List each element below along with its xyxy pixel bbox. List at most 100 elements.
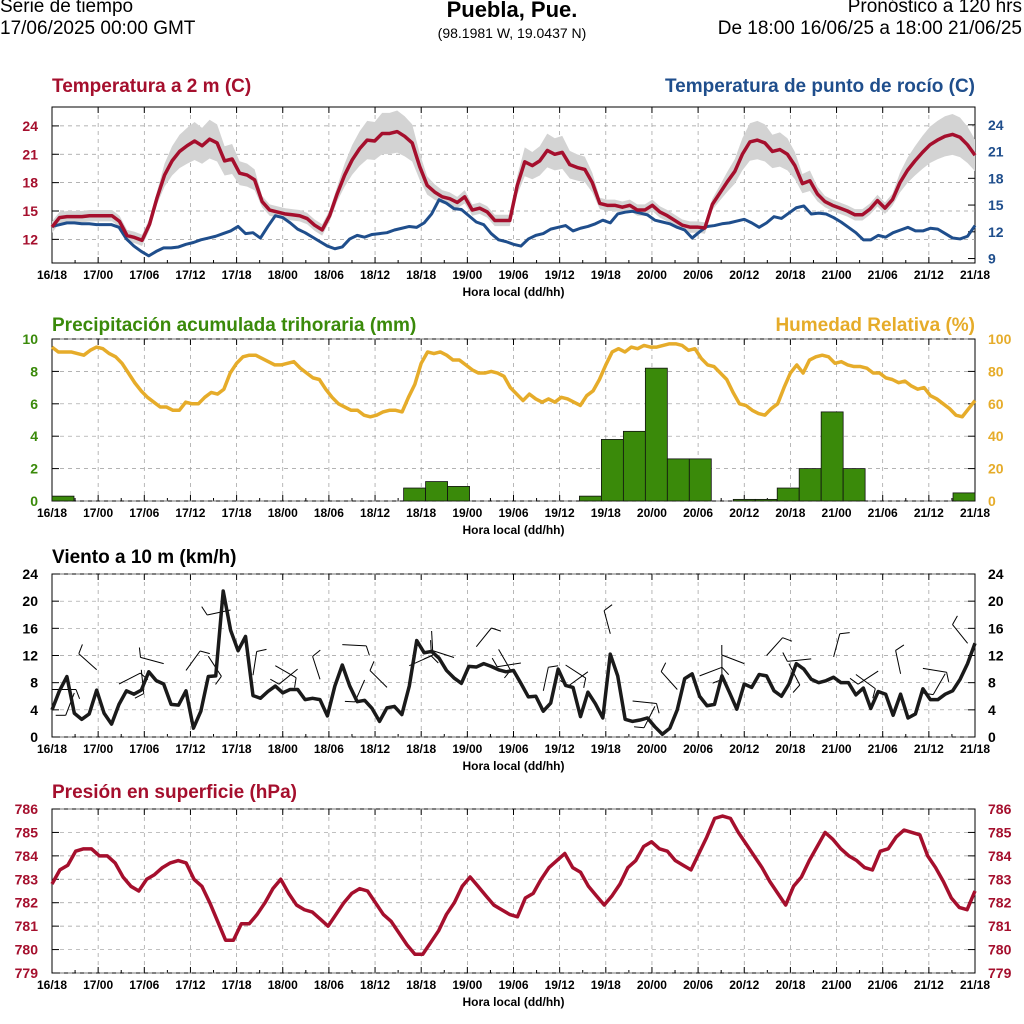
x-tick-label: 19/12 [545,742,575,756]
wind-barb-flag [721,666,730,676]
wind-barb [312,656,321,680]
wind-barb [643,706,656,729]
wind-barb-flag [656,703,660,714]
y-tick-label-wind-right: 0 [988,729,996,745]
x-tick-label: 21/00 [822,506,852,520]
y-tick-label-temp: 12 [22,231,38,247]
y-tick-label-wind: 20 [22,593,38,609]
wind-barb [430,649,455,658]
wind-barb [660,671,678,690]
wind-barb-flag [782,652,788,662]
temperature-spread-band [52,110,975,246]
precip-bar [601,439,624,502]
y-tick-label-dew: 21 [988,144,1004,160]
wind-barb [632,700,657,704]
x-tick-label: 17/12 [175,268,205,282]
wind-barb [278,668,298,685]
x-tick-label: 21/18 [960,506,990,520]
x-tick-label: 18/00 [268,742,298,756]
precip-bar [952,492,976,502]
x-tick-label: 20/06 [683,742,713,756]
wind-barb [342,644,367,647]
wind-barb [118,672,141,685]
wind-barb-flag [603,604,613,612]
y-tick-label-pressure: 785 [15,824,39,840]
y-tick-label-pressure: 780 [15,942,39,958]
wind-barb-flag [344,700,355,703]
y-tick-label-pressure-right: 785 [988,824,1012,840]
x-tick-label: 18/06 [314,268,344,282]
x-axis-label: Hora local (dd/hh) [463,995,565,1009]
wind-barb-flag [782,637,793,642]
y-tick-label-wind-right: 20 [988,593,1004,609]
x-tick-label: 20/06 [683,268,713,282]
y-tick-label-wind: 16 [22,620,38,636]
panel-2: 16/18 17/00 17/06 17/12 17/18 18/00 18/06 18/12… [22,315,1011,537]
wind-barb-flag [952,615,958,625]
x-tick-label: 21/06 [868,742,898,756]
y-tick-label-pressure-right: 781 [988,918,1012,934]
y-tick-label-wind-right: 24 [988,566,1004,582]
precip-bar [644,367,668,502]
x-tick-label: 18/12 [360,742,390,756]
y-tick-label-wind: 0 [30,729,38,745]
x-tick-label: 21/18 [960,978,990,992]
x-tick-label: 19/00 [452,506,482,520]
wind-barb [857,670,879,685]
x-tick-label: 19/00 [452,742,482,756]
wind-barb [895,650,902,674]
wind-barb-flag [839,632,850,635]
y-tick-label-precip: 8 [30,363,38,379]
y-tick-label-pressure: 781 [15,918,39,934]
x-tick-label: 17/18 [222,978,252,992]
x-tick-label: 20/12 [729,742,759,756]
wind-barb [721,654,745,665]
dewpoint-line [51,198,977,258]
wind-barb-flag [491,627,502,632]
precip-bar [754,498,778,502]
x-tick-label: 18/00 [268,506,298,520]
wind-barb [952,624,968,644]
wind-barb [855,674,876,690]
x-tick-label: 21/12 [914,742,944,756]
wind-barb [475,627,492,648]
wind-barb-flag [365,645,370,656]
panel-3: 16/18 17/00 17/06 17/12 17/18 18/00 18/06 18/12… [22,547,1003,773]
forecast-info: Pronóstico a 120 hrs De 18:00 16/06/25 a… [718,0,1022,40]
y-tick-label-temp: 18 [22,175,38,191]
x-tick-label: 18/00 [268,978,298,992]
wind-barb [252,651,258,676]
precip-bar [425,481,448,502]
x-tick-label: 19/00 [452,978,482,992]
x-tick-label: 17/18 [222,506,252,520]
x-tick-label: 19/18 [591,268,621,282]
x-tick-label: 20/00 [637,978,667,992]
panel-title-temperature: Temperatura a 2 m (C) [52,76,251,97]
x-tick-label: 19/06 [498,268,528,282]
run-date: 17/06/2025 00:00 GMT [0,18,196,39]
y-tick-label-pressure: 786 [15,801,39,817]
precip-bar [732,498,756,502]
y-tick-label-wind: 12 [22,648,38,664]
precip-bar [403,487,426,502]
x-tick-label: 20/12 [729,268,759,282]
y-tick-label-precip: 4 [30,428,38,444]
x-tick-label: 18/06 [314,742,344,756]
wind-speed-line [50,589,977,737]
x-tick-label: 16/18 [37,978,67,992]
wind-barb [788,663,801,686]
wind-barb-flag [369,661,375,671]
y-tick-label-pressure-right: 780 [988,942,1012,958]
location-coords: (98.1981 W, 19.0437 N) [437,25,587,41]
x-tick-label: 18/12 [360,268,390,282]
x-tick-label: 17/06 [129,268,159,282]
y-tick-label-wind-right: 16 [988,620,1004,636]
x-tick-label: 19/12 [545,978,575,992]
panel-title-precip: Precipitación acumulada trihoraria (mm) [52,315,416,336]
x-tick-label: 21/18 [960,742,990,756]
x-tick-label: 17/00 [83,268,113,282]
y-tick-label-precip: 6 [30,396,38,412]
location-title: Puebla, Pue. [446,0,578,22]
precip-bar [798,468,822,502]
x-tick-label: 21/00 [822,268,852,282]
